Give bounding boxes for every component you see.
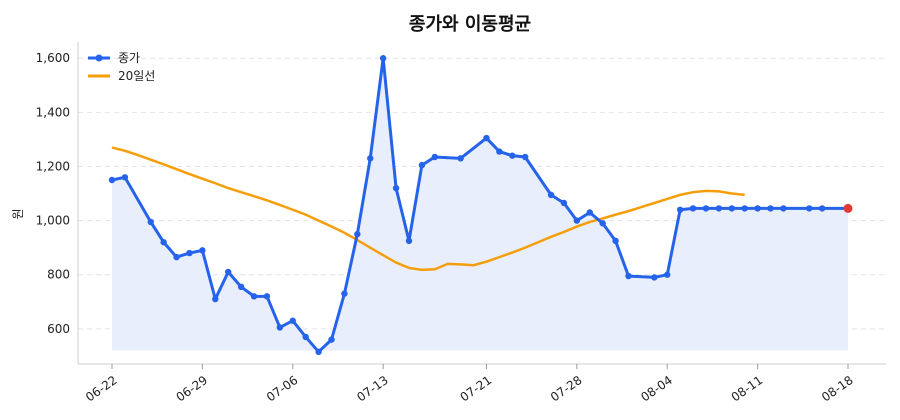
close-point (806, 205, 813, 212)
close-point (212, 295, 219, 303)
close-point (676, 206, 684, 213)
close-point (121, 174, 129, 181)
x-tick-label: 07-28 (548, 373, 585, 404)
close-point (431, 153, 439, 161)
close-point (780, 205, 787, 212)
close-point (315, 348, 322, 356)
close-point (689, 205, 697, 212)
x-tick-label: 07-06 (264, 373, 301, 404)
x-tick-label: 08-18 (819, 373, 856, 404)
close-point (289, 317, 296, 324)
y-tick-labels: 600 800 1,000 1,200 1,400 1,600 (36, 51, 70, 336)
y-tick-label: 800 (47, 268, 70, 282)
close-point (767, 205, 774, 212)
close-point (521, 153, 529, 161)
close-point (367, 155, 374, 162)
close-point (237, 283, 245, 291)
close-point (612, 237, 619, 245)
close-point (483, 134, 490, 142)
legend: 종가 20일선 (88, 51, 155, 83)
close-point (147, 218, 154, 226)
legend-close-marker (95, 54, 103, 62)
close-point (560, 199, 568, 207)
close-point (496, 148, 503, 155)
y-tick-label: 600 (47, 322, 70, 336)
x-tick-label: 08-04 (638, 373, 675, 404)
close-point (108, 176, 116, 184)
close-point (818, 205, 826, 212)
close-point (160, 239, 167, 246)
close-point (263, 293, 271, 300)
last-close-point (843, 203, 853, 213)
close-point (586, 209, 593, 216)
x-tick-label: 08-11 (729, 373, 766, 404)
close-point (754, 205, 761, 212)
close-point (379, 55, 387, 62)
y-tick-label: 1,600 (36, 51, 70, 65)
x-tick-label: 07-21 (458, 373, 495, 404)
y-tick-label: 1,000 (36, 214, 70, 228)
close-point (405, 237, 413, 245)
legend-ma20-label: 20일선 (118, 69, 155, 83)
chart-title: 종가와 이동평균 (409, 14, 531, 35)
y-tick-label: 1,400 (36, 105, 70, 119)
y-axis-label: 원 (11, 208, 25, 219)
close-point (250, 293, 258, 300)
close-point (173, 253, 180, 261)
close-point (702, 205, 710, 212)
ma20-line (111, 146, 745, 272)
close-point (728, 205, 735, 212)
close-fill-area (112, 58, 848, 352)
x-tick-label: 06-22 (83, 373, 120, 404)
close-point (354, 230, 361, 238)
close-point (457, 155, 464, 162)
close-point (418, 161, 426, 169)
x-tick-labels: 06-22 06-29 07-06 07-13 07-21 07-28 08-04 08-11… (83, 364, 856, 404)
series-layer (108, 55, 853, 356)
close-point (741, 205, 748, 212)
close-point (651, 274, 658, 281)
close-point (715, 205, 723, 212)
close-point (664, 271, 671, 278)
y-tick-label: 1,200 (36, 159, 70, 173)
close-point (509, 152, 516, 159)
close-point (186, 249, 193, 257)
close-point (599, 220, 606, 227)
close-point (328, 336, 335, 343)
close-point (573, 217, 581, 224)
x-tick-label: 07-13 (354, 373, 391, 404)
close-point (625, 272, 632, 280)
close-point (276, 324, 284, 331)
close-point (199, 247, 206, 254)
close-point (547, 191, 555, 199)
legend-close-label: 종가 (118, 51, 140, 65)
close-point (302, 333, 309, 341)
close-point (341, 290, 348, 297)
close-point (392, 184, 400, 192)
close-point (225, 268, 232, 276)
x-tick-label: 06-29 (174, 373, 211, 404)
